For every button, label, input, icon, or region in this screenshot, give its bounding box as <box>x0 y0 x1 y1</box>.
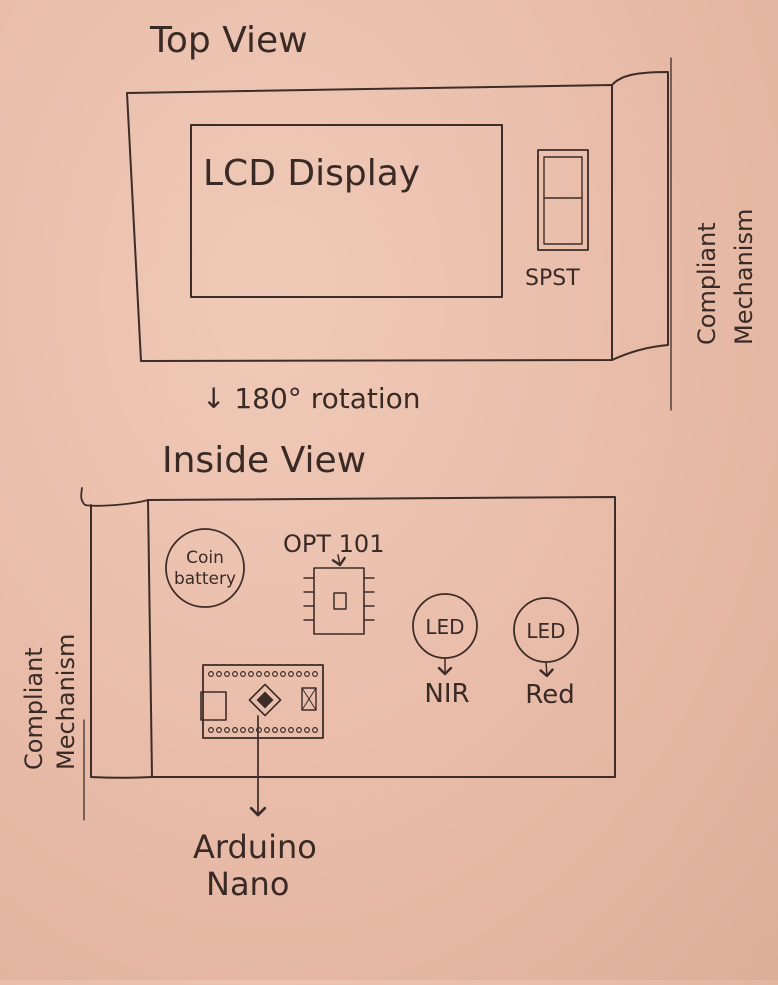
inside-compliant-mechanism <box>90 504 153 779</box>
arduino-pin <box>312 726 319 733</box>
opt101-chip <box>303 567 375 635</box>
inside-mechanism-top-edge <box>80 487 149 507</box>
arduino-nano-board <box>200 664 324 739</box>
top-mechanism-label-line2: Mechanism <box>730 209 758 345</box>
lcd-display-label: LCD Display <box>203 153 420 194</box>
lcd-display <box>190 124 503 298</box>
inside-housing <box>147 496 616 778</box>
arduino-pin <box>272 726 279 733</box>
opt101-pointer-arrow <box>331 554 346 567</box>
arduino-pin <box>296 670 303 677</box>
arduino-pin <box>256 670 263 677</box>
inside-view-title: Inside View <box>162 440 366 481</box>
arduino-pin <box>224 726 231 733</box>
arduino-pin <box>312 670 319 677</box>
led-red-arrow <box>539 661 554 678</box>
arduino-pin <box>240 726 247 733</box>
coin-battery-label-line2: battery <box>174 569 236 589</box>
arduino-pin <box>216 726 223 733</box>
arduino-pin <box>304 670 311 677</box>
arduino-label-line2: Nano <box>206 865 289 903</box>
arduino-pin <box>232 670 239 677</box>
arduino-pin <box>264 670 271 677</box>
top-housing <box>126 84 613 362</box>
led-nir-type: NIR <box>424 679 469 709</box>
arduino-pin <box>264 726 271 733</box>
led-nir-label: LED <box>425 615 464 639</box>
coin-battery-label-line1: Coin <box>186 548 224 568</box>
inside-mechanism-label-line1: Compliant <box>20 647 48 770</box>
arduino-label-line1: Arduino <box>193 828 317 866</box>
rotation-note: ↓ 180° rotation <box>202 382 421 415</box>
arduino-pin <box>216 670 223 677</box>
top-compliant-mechanism <box>611 71 669 361</box>
spst-label: SPST <box>525 266 580 291</box>
top-view: Top View LCD Display SPST Compliant Mech… <box>126 20 758 411</box>
inside-mechanism-label-line2: Mechanism <box>52 634 80 770</box>
arduino-pin <box>240 670 247 677</box>
inside-view: Inside View Compliant Mechanism Coin bat… <box>20 440 616 903</box>
arduino-pin <box>248 726 255 733</box>
arduino-pin <box>288 670 295 677</box>
arduino-pin <box>272 670 279 677</box>
led-red-type: Red <box>525 680 574 710</box>
arduino-pin <box>280 726 287 733</box>
arduino-pin <box>208 670 215 677</box>
arduino-pin <box>208 726 215 733</box>
arduino-pin <box>296 726 303 733</box>
coin-battery <box>165 528 245 608</box>
arduino-pin <box>248 670 255 677</box>
arduino-pin <box>256 726 263 733</box>
spst-switch <box>537 149 589 251</box>
arduino-pin <box>232 726 239 733</box>
arduino-pin <box>224 670 231 677</box>
arduino-pin <box>304 726 311 733</box>
arduino-pin <box>288 726 295 733</box>
opt101-label: OPT 101 <box>283 530 384 558</box>
led-red-label: LED <box>526 619 565 643</box>
top-mechanism-label-line1: Compliant <box>693 222 721 345</box>
top-view-title: Top View <box>149 20 308 61</box>
arduino-pin <box>280 670 287 677</box>
